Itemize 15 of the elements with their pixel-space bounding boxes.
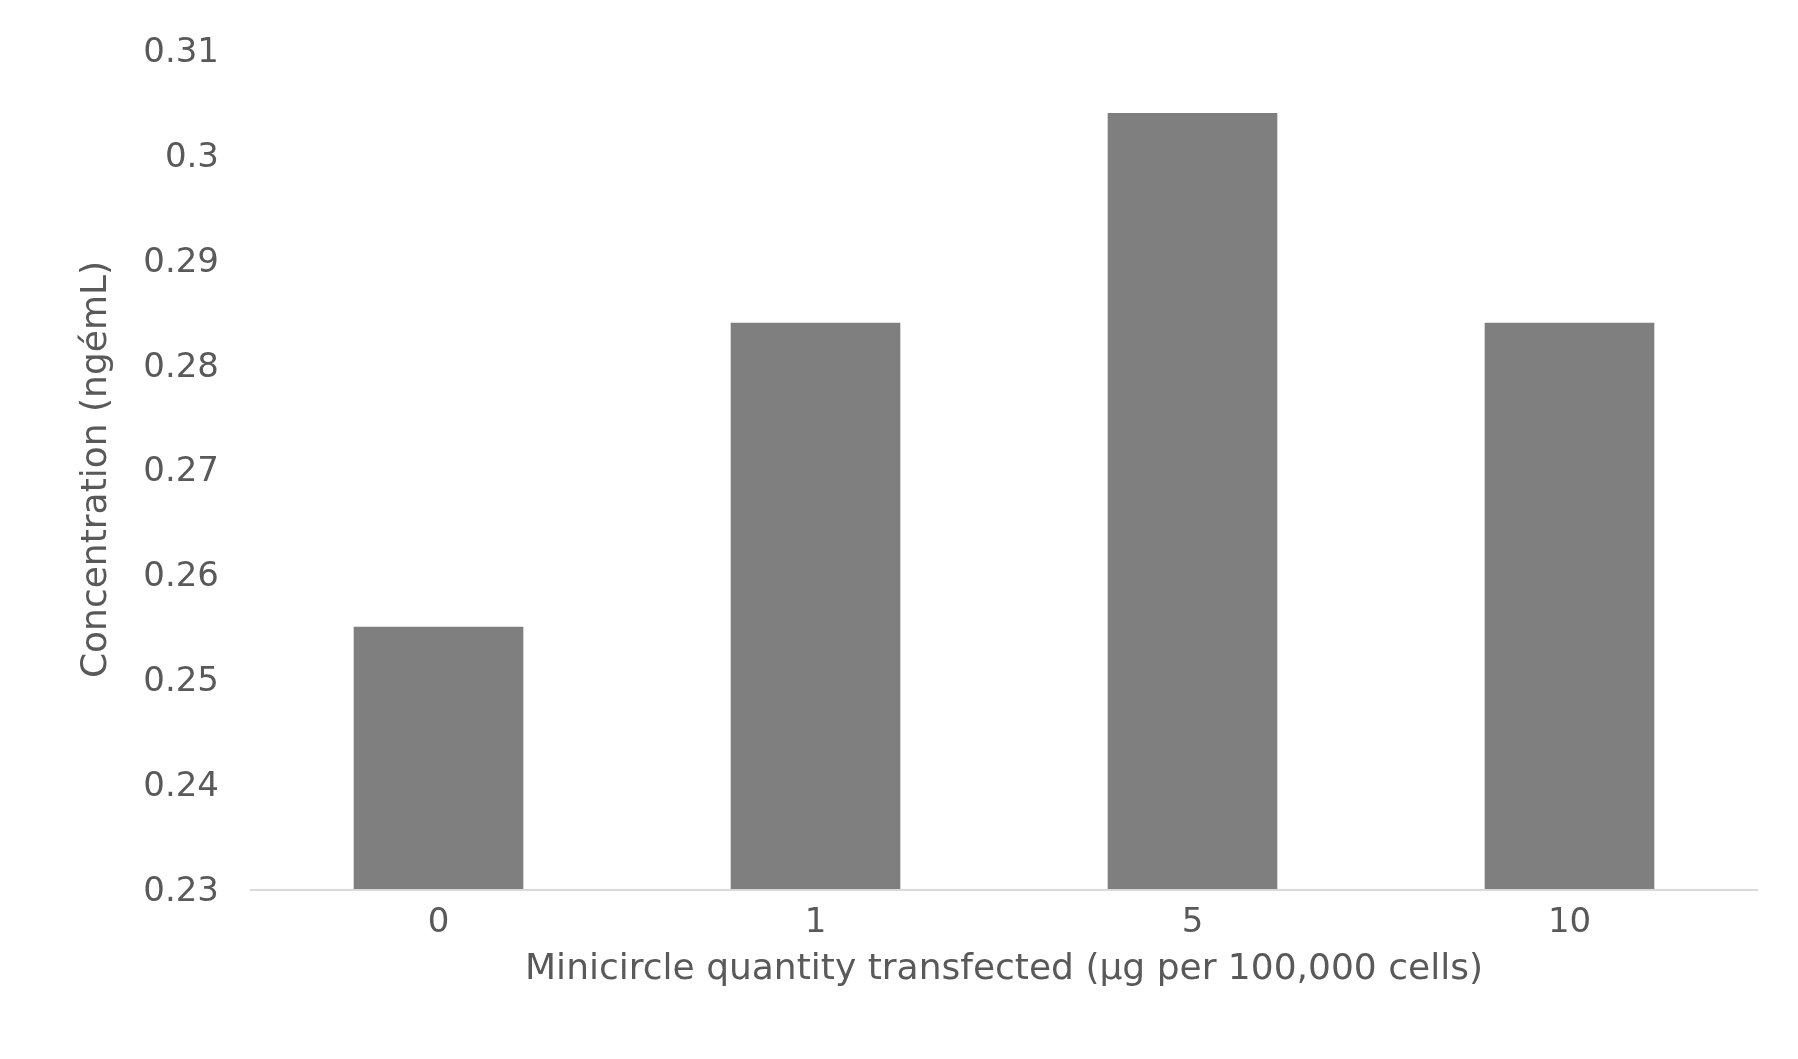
y-tick-label: 0.3 bbox=[164, 134, 219, 175]
y-tick-label: 0.25 bbox=[143, 659, 219, 700]
y-tick-label: 0.31 bbox=[143, 29, 219, 70]
x-tick-label: 10 bbox=[1547, 899, 1592, 940]
y-tick-label: 0.26 bbox=[143, 554, 219, 595]
y-tick-label: 0.29 bbox=[143, 239, 219, 280]
y-tick-label: 0.28 bbox=[143, 344, 219, 385]
y-tick-label: 0.23 bbox=[143, 868, 219, 909]
x-tick-label: 0 bbox=[427, 899, 450, 940]
x-tick-label: 5 bbox=[1181, 899, 1204, 940]
x-tick-label: 1 bbox=[804, 899, 827, 940]
y-axis-title: Concentration (ngémL) bbox=[73, 260, 115, 679]
x-axis-title: Minicircle quantity transfected (µg per 100,000 cells) bbox=[525, 946, 1483, 987]
y-tick-label: 0.24 bbox=[143, 764, 219, 805]
y-tick-label: 0.27 bbox=[143, 449, 219, 490]
